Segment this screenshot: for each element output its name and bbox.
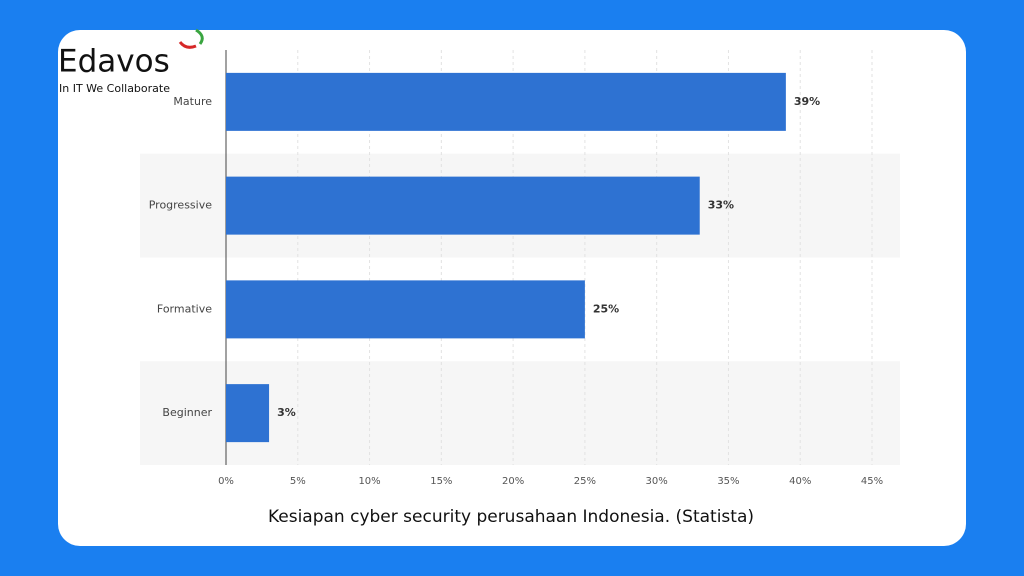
x-tick-label: 0% <box>218 476 234 487</box>
caption: Kesiapan cyber security perusahaan Indon… <box>268 507 754 527</box>
value-label: 25% <box>593 302 619 315</box>
x-tick-label: 35% <box>717 476 739 487</box>
value-label: 33% <box>708 199 734 212</box>
x-tick-label: 15% <box>430 476 452 487</box>
y-tick-label: Formative <box>157 302 212 315</box>
value-label: 3% <box>277 406 296 419</box>
x-tick-label: 45% <box>861 476 883 487</box>
plot: 0% 5% 10% 15% 20% 25% 30% 35% 40% 45% Mature 39% Pro… <box>140 50 900 487</box>
y-tick-label: Mature <box>173 95 212 108</box>
bar <box>226 384 270 443</box>
x-tick-label: 10% <box>358 476 380 487</box>
brand-name: Edavos <box>58 44 170 80</box>
bar <box>226 176 700 235</box>
logo-swirl-red <box>178 41 197 49</box>
x-tick-label: 40% <box>789 476 811 487</box>
value-label: 39% <box>794 95 820 108</box>
logo-swirl-green <box>195 28 204 45</box>
bar <box>226 280 585 339</box>
brand-tagline: In IT We Collaborate <box>59 82 170 95</box>
y-tick-label: Progressive <box>149 199 213 212</box>
x-tick-label: 30% <box>646 476 668 487</box>
x-tick-label: 5% <box>290 476 306 487</box>
y-tick-label: Beginner <box>162 406 212 419</box>
bar <box>226 72 786 131</box>
x-tick-label: 25% <box>574 476 596 487</box>
x-tick-label: 20% <box>502 476 524 487</box>
